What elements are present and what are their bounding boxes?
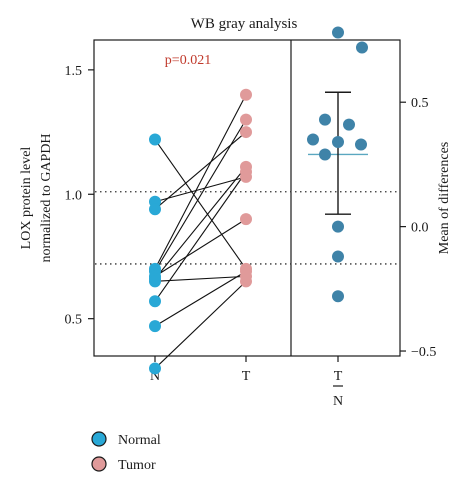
tumor-point-2 xyxy=(240,126,252,139)
tumor-point-4 xyxy=(240,113,252,126)
x-tick-label-0: N xyxy=(150,369,160,384)
pair-line-8 xyxy=(154,171,247,302)
tumor-point-5 xyxy=(240,213,252,226)
normal-point-10 xyxy=(149,362,161,375)
pair-line-3 xyxy=(154,94,247,270)
pair-line-6 xyxy=(154,166,247,280)
y-tick-label-2: 1.5 xyxy=(65,64,83,79)
pair-lines xyxy=(154,94,247,369)
difference-panel xyxy=(307,26,368,303)
difference-point-7 xyxy=(319,148,331,161)
difference-point-4 xyxy=(307,133,319,146)
difference-point-5 xyxy=(332,136,344,149)
normal-point-0 xyxy=(149,133,161,146)
right-tick-label-1: 0.0 xyxy=(411,221,429,236)
x-tick-diff-bottom: N xyxy=(333,394,343,409)
y-axis-label-line2: normalized to GAPDH xyxy=(39,133,54,262)
difference-point-1 xyxy=(356,41,368,54)
difference-point-8 xyxy=(332,220,344,233)
y-tick-label-0: 0.5 xyxy=(65,313,83,328)
tumor-point-3 xyxy=(240,88,252,101)
difference-point-0 xyxy=(332,26,344,39)
normal-point-9 xyxy=(149,320,161,333)
difference-point-2 xyxy=(319,113,331,126)
left-y-axis: 0.5 1.0 1.5 xyxy=(65,64,94,328)
y-tick-label-1: 1.0 xyxy=(65,188,83,203)
difference-point-10 xyxy=(332,290,344,303)
p-value-annotation: p=0.021 xyxy=(165,53,211,68)
difference-point-6 xyxy=(355,138,367,151)
legend-tumor-label: Tumor xyxy=(118,458,156,473)
pair-line-5 xyxy=(154,218,247,277)
difference-point-9 xyxy=(332,250,344,263)
normal-point-8 xyxy=(149,295,161,308)
right-tick-label-0: 0.5 xyxy=(411,96,429,111)
data-points xyxy=(149,88,252,375)
right-y-axis: 0.5 0.0 −0.5 xyxy=(400,96,436,360)
x-tick-label-1: T xyxy=(242,369,251,384)
y-axis-label-line1: LOX protein level xyxy=(19,147,34,250)
legend-normal-label: Normal xyxy=(118,433,161,448)
pair-line-0 xyxy=(154,139,247,270)
right-y-axis-label: Mean of differences xyxy=(437,142,452,254)
tumor-point-10 xyxy=(240,275,252,288)
legend-normal-marker xyxy=(91,431,107,447)
chart-title: WB gray analysis xyxy=(191,16,298,32)
pair-line-2 xyxy=(154,131,247,210)
x-tick-diff-top: T xyxy=(334,369,343,384)
tumor-point-9 xyxy=(240,265,252,278)
pair-line-10 xyxy=(154,280,247,369)
right-tick-label-2: −0.5 xyxy=(411,345,436,360)
legend: Normal Tumor xyxy=(91,431,161,473)
pair-line-1 xyxy=(154,176,247,203)
pair-line-7 xyxy=(154,275,247,282)
pair-line-9 xyxy=(154,270,247,327)
normal-point-2 xyxy=(149,203,161,216)
pair-line-4 xyxy=(154,119,247,272)
difference-point-3 xyxy=(343,118,355,131)
tumor-point-8 xyxy=(240,165,252,178)
reference-lines xyxy=(95,191,399,265)
normal-point-7 xyxy=(149,275,161,288)
plot-frame xyxy=(93,39,401,357)
legend-tumor-marker xyxy=(91,456,107,472)
